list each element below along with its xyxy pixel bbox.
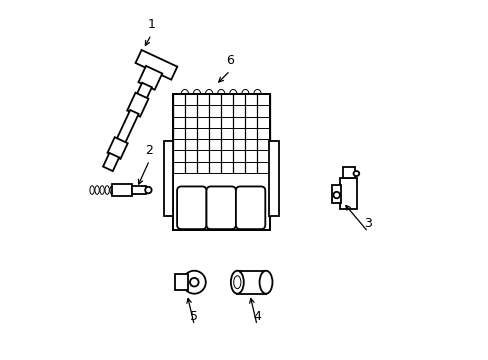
FancyBboxPatch shape (235, 186, 265, 229)
FancyBboxPatch shape (206, 186, 235, 229)
Text: 6: 6 (226, 54, 234, 67)
Ellipse shape (90, 186, 94, 194)
Ellipse shape (353, 171, 359, 176)
Ellipse shape (233, 276, 241, 289)
Ellipse shape (183, 271, 205, 294)
Bar (343, 167, 354, 178)
Ellipse shape (110, 186, 114, 194)
Bar (127, 93, 148, 117)
Bar (116, 110, 139, 143)
Text: 3: 3 (364, 217, 371, 230)
Text: 4: 4 (253, 310, 261, 323)
Bar (131, 186, 145, 194)
Bar (138, 66, 162, 90)
Bar (107, 137, 127, 159)
FancyBboxPatch shape (177, 186, 206, 229)
Ellipse shape (190, 278, 198, 287)
Bar (175, 274, 187, 290)
Ellipse shape (230, 271, 244, 294)
Bar (172, 94, 269, 230)
Bar (339, 178, 357, 209)
Bar (103, 153, 119, 171)
Ellipse shape (95, 186, 99, 194)
Ellipse shape (259, 271, 272, 294)
Ellipse shape (333, 192, 339, 198)
Bar (136, 83, 152, 100)
Bar (163, 141, 173, 216)
Bar (237, 271, 265, 294)
Ellipse shape (100, 186, 104, 194)
Bar (112, 184, 131, 197)
Text: 5: 5 (190, 310, 198, 323)
Text: 2: 2 (145, 144, 153, 157)
Text: 1: 1 (147, 18, 155, 31)
Ellipse shape (145, 187, 151, 193)
Bar (332, 185, 341, 203)
Bar (268, 141, 278, 216)
Bar (135, 50, 177, 80)
Ellipse shape (105, 186, 109, 194)
